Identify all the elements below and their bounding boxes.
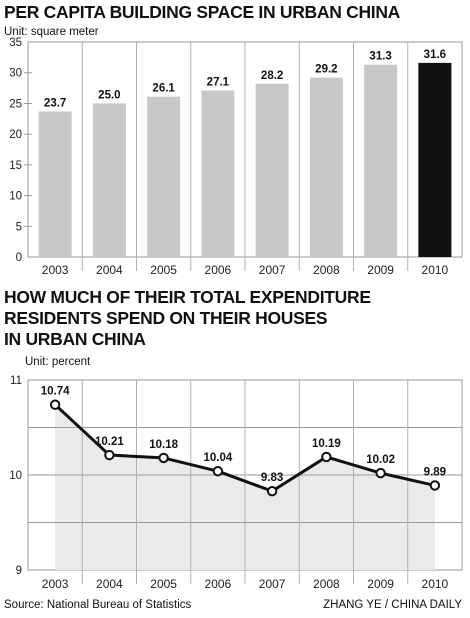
y-tick-label: 5 xyxy=(16,221,22,233)
data-point xyxy=(212,466,224,477)
y-tick-label: 35 xyxy=(9,37,22,49)
bar-chart-title: PER CAPITA BUILDING SPACE IN URBAN CHINA xyxy=(4,2,401,22)
line-chart-title-line: RESIDENTS SPEND ON THEIR HOUSES xyxy=(4,308,328,328)
bar xyxy=(364,64,398,257)
y-tick-label: 25 xyxy=(9,98,22,110)
bar xyxy=(255,83,289,258)
bar-chart: 0 5 10 15 20 25 30 35 23.7 2003 25.0 2004 26.1 2005 27… xyxy=(9,37,463,277)
data-label: 9.89 xyxy=(424,466,446,478)
x-tick-label: 2003 xyxy=(42,577,69,591)
y-tick-label: 20 xyxy=(9,129,22,141)
x-tick-label: 2003 xyxy=(42,263,69,277)
y-tick-label: 30 xyxy=(9,68,22,80)
data-label: 31.3 xyxy=(369,51,391,63)
data-label: 28.2 xyxy=(261,70,283,82)
x-tick-label: 2007 xyxy=(259,577,286,591)
bar xyxy=(147,96,181,258)
y-tick-label: 0 xyxy=(16,252,22,264)
x-tick-label: 2008 xyxy=(313,577,340,591)
data-point xyxy=(321,451,332,463)
x-tick-label: 2010 xyxy=(422,263,449,277)
x-tick-label: 2009 xyxy=(367,577,394,591)
credit-note: ZHANG YE / CHINA DAILY xyxy=(323,599,462,611)
bar-chart-unit: Unit: square meter xyxy=(4,26,99,38)
data-point xyxy=(429,480,441,491)
data-label: 23.7 xyxy=(44,97,66,109)
data-label: 10.04 xyxy=(203,452,232,464)
y-tick-label: 11 xyxy=(10,375,22,387)
x-tick-label: 2005 xyxy=(150,263,177,277)
y-tick-label: 9 xyxy=(16,565,22,577)
line-chart-title-line: HOW MUCH OF THEIR TOTAL EXPENDITURE xyxy=(4,287,371,307)
x-tick-label: 2004 xyxy=(96,263,123,277)
bar xyxy=(309,77,343,257)
x-tick-label: 2006 xyxy=(205,263,232,277)
data-point xyxy=(158,452,169,464)
series-line xyxy=(54,403,436,493)
x-tick-label: 2009 xyxy=(367,263,394,277)
line-chart-title: HOW MUCH OF THEIR TOTAL EXPENDITURE RESI… xyxy=(4,287,371,350)
source-note: Source: National Bureau of Statistics xyxy=(4,599,192,611)
data-label: 10.74 xyxy=(41,386,70,398)
data-label: 9.83 xyxy=(261,472,283,484)
area-fill xyxy=(55,404,435,570)
line-chart-unit: Unit: percent xyxy=(25,356,91,368)
data-label: 31.6 xyxy=(424,49,446,61)
data-label: 26.1 xyxy=(152,83,175,95)
y-tick-label: 10 xyxy=(9,191,22,203)
bar xyxy=(92,103,126,257)
x-tick-label: 2008 xyxy=(313,263,340,277)
data-label: 29.2 xyxy=(315,64,337,76)
data-label: 10.21 xyxy=(95,436,124,448)
data-point xyxy=(104,449,115,461)
x-tick-label: 2010 xyxy=(422,577,449,591)
bar xyxy=(38,111,72,258)
line-chart-title-line: IN URBAN CHINA xyxy=(4,329,146,349)
x-tick-label: 2004 xyxy=(96,577,123,591)
data-label: 10.18 xyxy=(149,439,178,451)
data-label: 27.1 xyxy=(207,77,230,89)
data-label: 10.19 xyxy=(312,438,341,450)
data-label: 25.0 xyxy=(98,89,120,101)
data-point xyxy=(375,467,386,479)
bar xyxy=(418,62,452,258)
data-label: 10.02 xyxy=(366,454,395,466)
y-tick-label: 15 xyxy=(9,160,22,172)
data-point xyxy=(266,485,278,497)
data-point xyxy=(49,399,61,410)
bar xyxy=(201,90,235,258)
x-tick-label: 2007 xyxy=(259,263,286,277)
x-tick-label: 2005 xyxy=(150,577,177,591)
plot-frame xyxy=(27,379,463,571)
x-tick-label: 2006 xyxy=(205,577,232,591)
y-tick-label: 10 xyxy=(9,470,22,482)
